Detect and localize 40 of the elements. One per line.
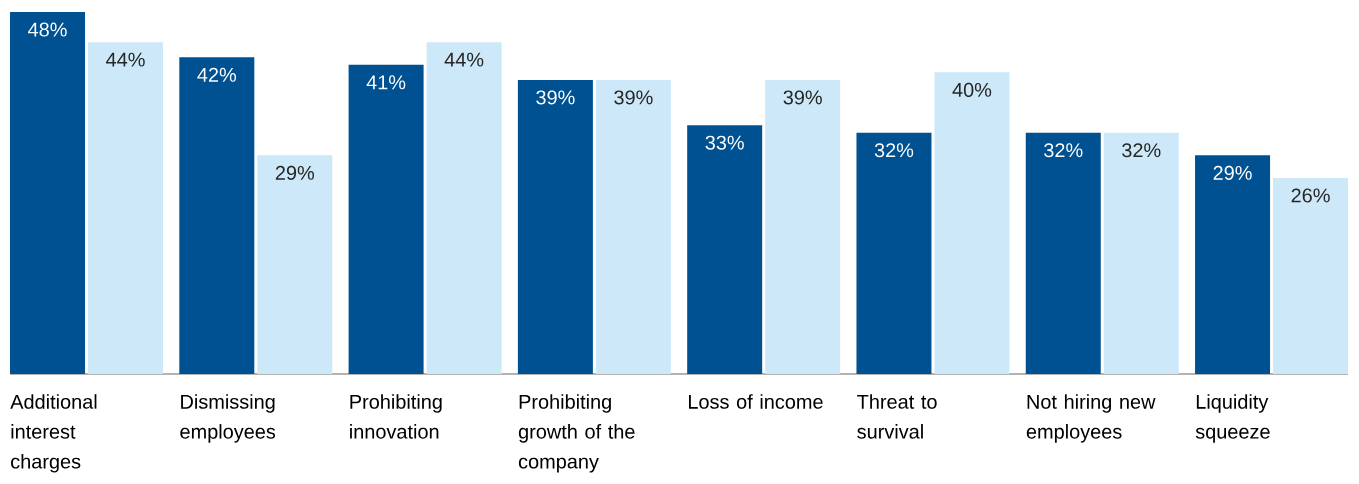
x-tick-label: Dismissing employees bbox=[180, 394, 276, 443]
x-tick-label: Threat to survival bbox=[857, 394, 937, 439]
data-label: 48% bbox=[28, 22, 67, 37]
data-label: 32% bbox=[1044, 143, 1083, 158]
bar bbox=[595, 79, 671, 374]
data-label: 39% bbox=[536, 90, 575, 105]
data-label: 26% bbox=[1291, 188, 1330, 203]
bar bbox=[257, 155, 333, 374]
data-label: 41% bbox=[366, 75, 406, 90]
x-tick-label: Liquidity squeeze bbox=[1195, 394, 1270, 443]
x-tick-label: Prohibiting innovation bbox=[350, 394, 442, 439]
data-label: 42% bbox=[197, 67, 237, 82]
bar bbox=[1195, 155, 1271, 374]
data-label: 32% bbox=[1122, 143, 1161, 158]
bar bbox=[426, 42, 502, 374]
x-tick-label: Prohibiting growth of the company bbox=[518, 394, 635, 473]
data-label: 33% bbox=[705, 135, 744, 150]
bar bbox=[1273, 177, 1349, 374]
bar bbox=[10, 12, 86, 374]
x-tick-label: Not hiring new employees bbox=[1026, 394, 1156, 443]
data-label: 44% bbox=[444, 52, 484, 67]
x-tick-label: Additional interest charges bbox=[10, 394, 97, 473]
bar bbox=[765, 79, 841, 374]
data-label: 29% bbox=[1213, 165, 1252, 180]
data-label: 39% bbox=[614, 90, 653, 105]
bar bbox=[517, 79, 593, 374]
bar bbox=[348, 64, 424, 374]
data-label: 32% bbox=[874, 143, 914, 158]
data-label: 44% bbox=[106, 52, 145, 67]
bar bbox=[1025, 132, 1101, 374]
data-label: 40% bbox=[952, 82, 992, 97]
bar bbox=[934, 72, 1010, 374]
bar bbox=[856, 132, 932, 374]
x-tick-label: Loss of income bbox=[689, 394, 823, 409]
bar bbox=[687, 125, 763, 374]
bar bbox=[179, 57, 255, 374]
bar bbox=[1103, 132, 1179, 374]
bar bbox=[88, 42, 164, 374]
data-label: 39% bbox=[783, 90, 822, 105]
data-label: 29% bbox=[275, 165, 315, 180]
